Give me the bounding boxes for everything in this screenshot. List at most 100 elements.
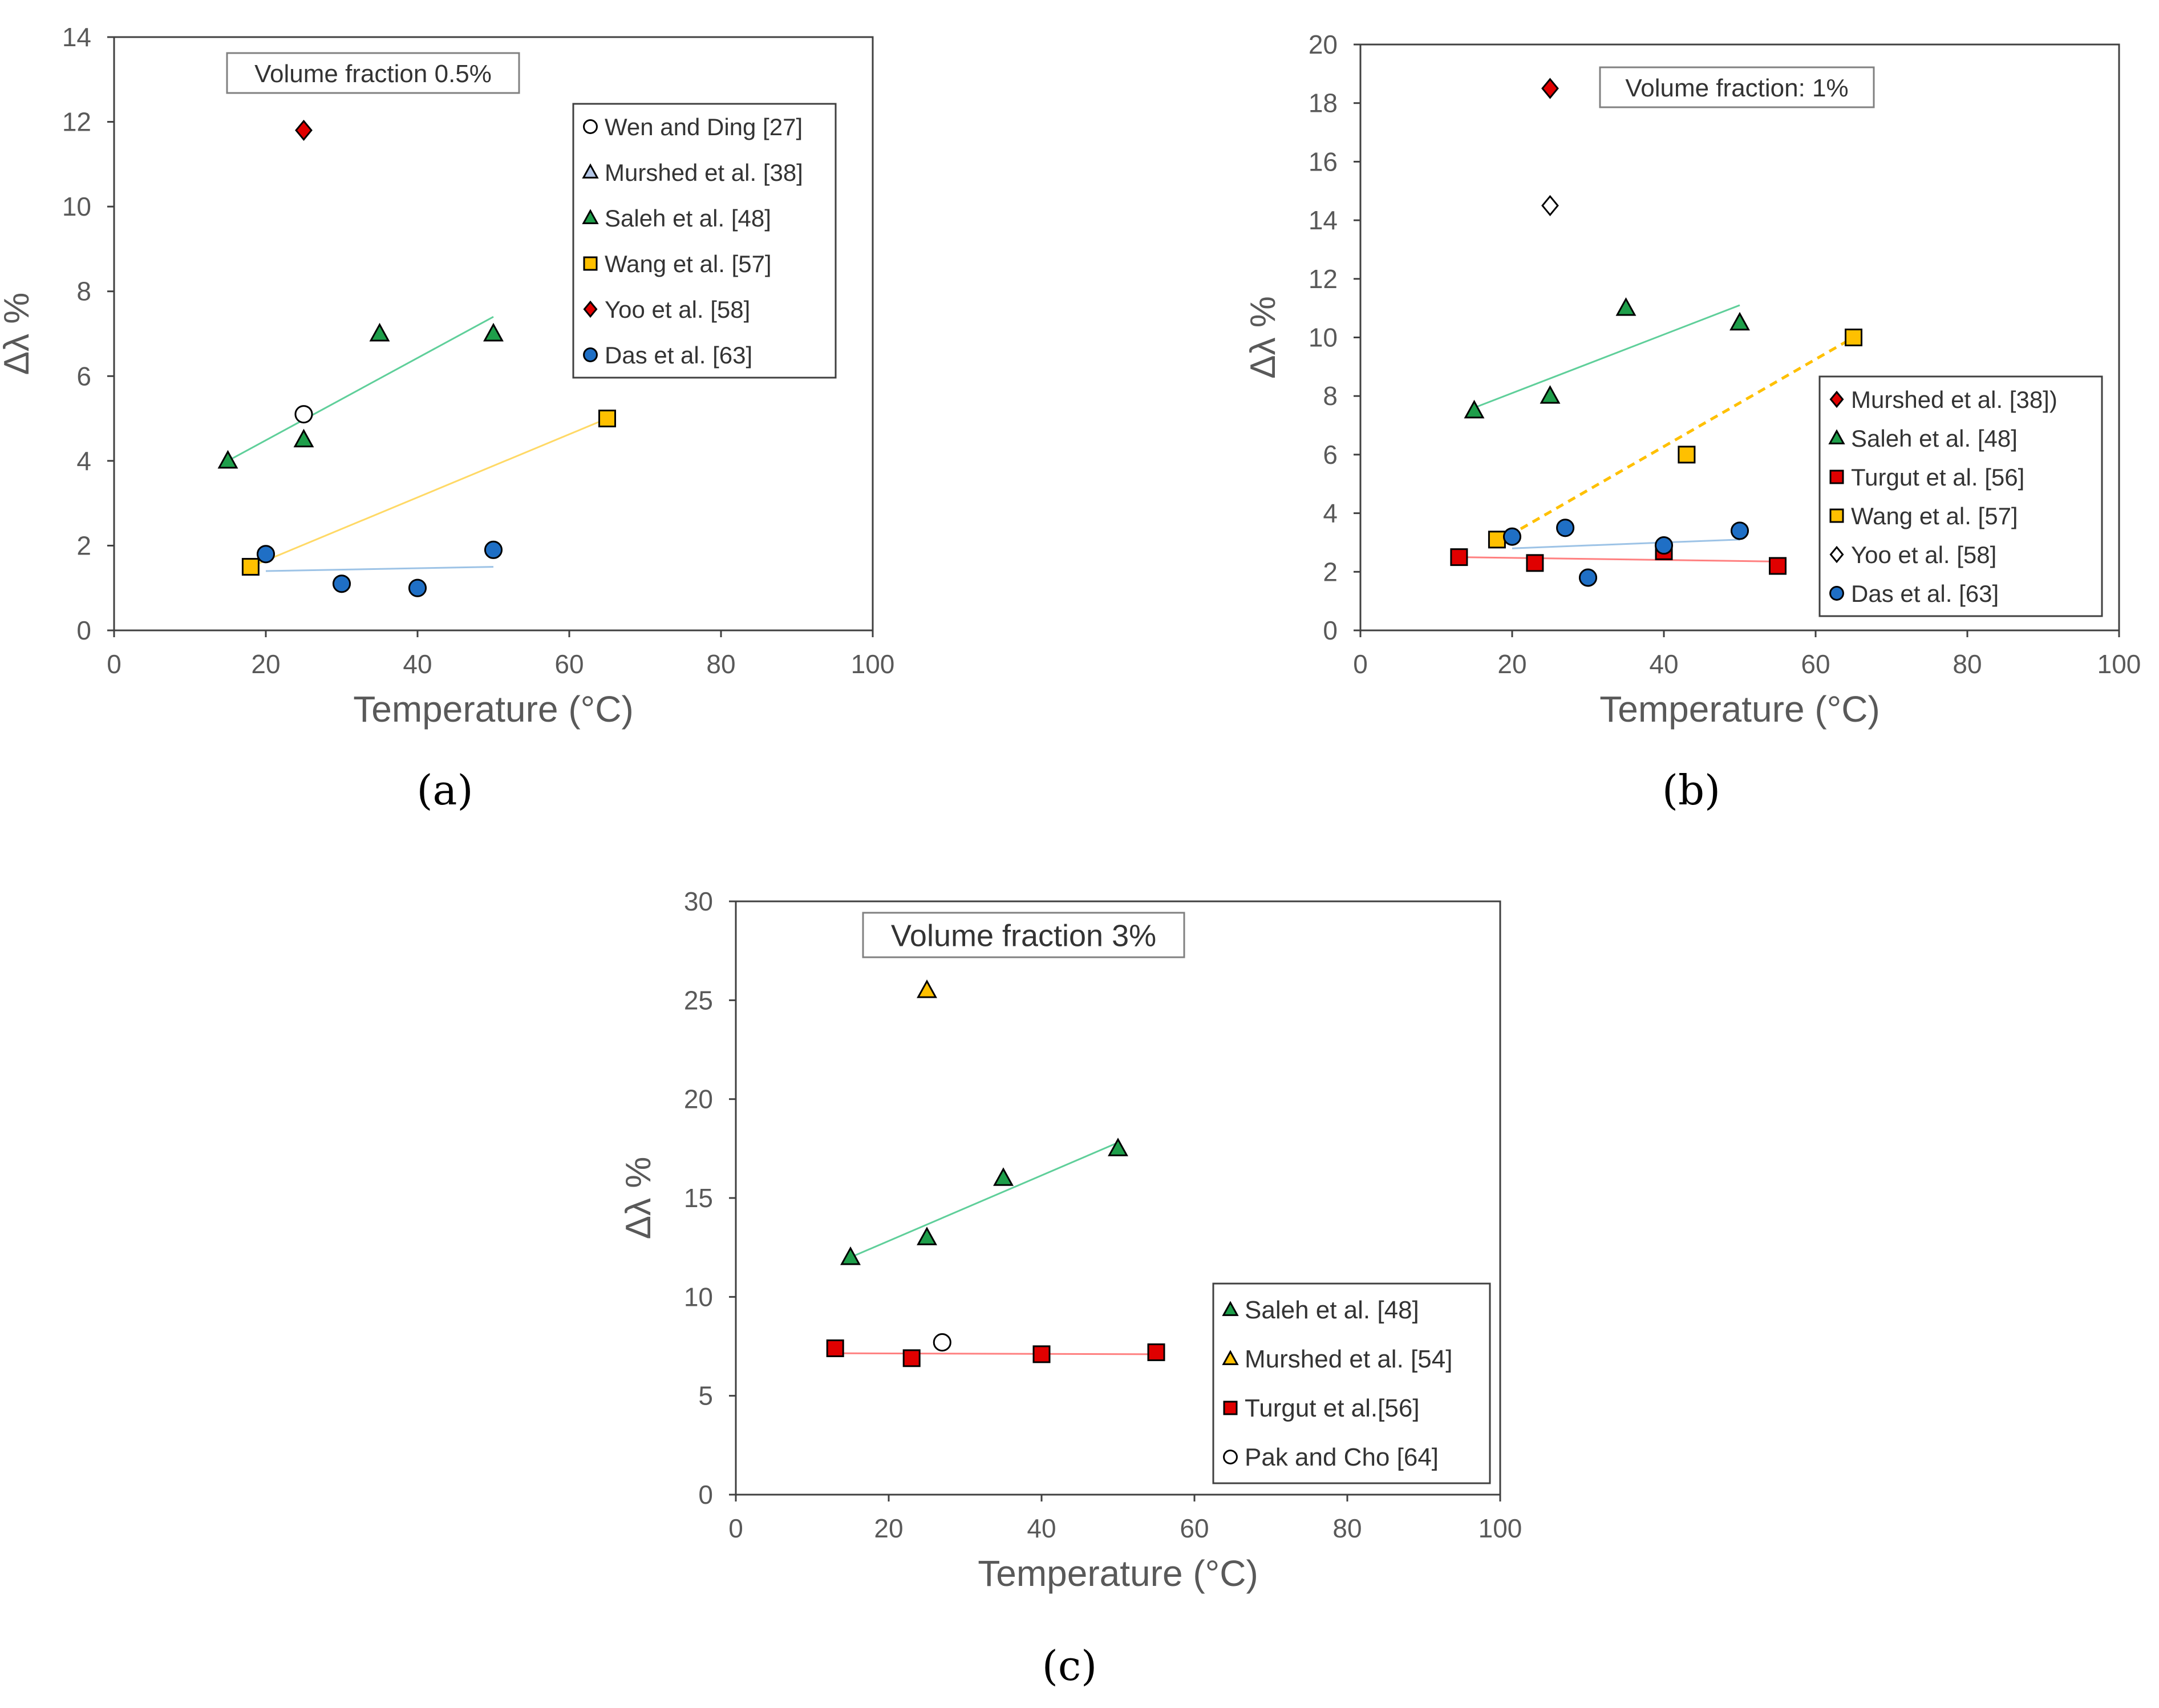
y-tick-label: 30 [684, 887, 713, 916]
pak-and-cho-64-legend-marker [1223, 1450, 1238, 1464]
wang-et-al-57-trend-line [250, 418, 608, 568]
wang-et-al-57-trend-line [1496, 336, 1854, 544]
x-axis-label: Temperature (°C) [978, 1553, 1258, 1594]
turgut-et-al-56-point [1450, 548, 1468, 566]
saleh-et-al-48-point [1729, 311, 1750, 331]
turgut-et-al-56-legend-marker [1829, 470, 1844, 484]
y-tick-label: 0 [698, 1480, 713, 1509]
x-tick-label: 80 [1332, 1513, 1362, 1543]
das-et-al-63-point [256, 545, 276, 564]
saleh-et-al-48-trend-line [850, 1142, 1119, 1258]
x-tick-label: 100 [1479, 1513, 1522, 1543]
x-tick-label: 20 [251, 649, 280, 679]
das-et-al-63-trend-line [1512, 539, 1740, 549]
wen-and-ding-27-legend-marker [583, 119, 598, 134]
turgut-et-al-56-trend-line [835, 1352, 1157, 1355]
das-et-al-63-point [408, 578, 427, 597]
murshed-et-al-38-point [1541, 78, 1559, 99]
legend-entry-yoo-et-al-58: Yoo et al. [58] [1851, 541, 1996, 568]
y-tick-label: 4 [1323, 499, 1338, 528]
saleh-et-al-48-point [917, 1227, 937, 1245]
y-tick-label: 5 [698, 1381, 713, 1411]
murshed-et-al-54-point [917, 979, 937, 998]
saleh-et-al-48-point [1540, 385, 1561, 404]
saleh-et-al-48-point [483, 322, 504, 342]
chart-panel-a: 0 20 40 60 80 100 0 2 4 6 8 10 12 14 Volume fraction … [0, 22, 894, 814]
panel-caption: (c) [1042, 1642, 1097, 1690]
turgut-et-al-56-point [1032, 1345, 1051, 1363]
legend-entry-murshed-et-al-54: Murshed et al. [54] [1245, 1345, 1452, 1373]
legend: Saleh et al. [48] Murshed et al. [54] Turg… [1212, 1282, 1491, 1484]
legend-entry-pak-and-cho-64: Pak and Cho [64] [1245, 1443, 1439, 1471]
x-tick-label: 0 [1353, 649, 1368, 679]
wang-et-al-57-point [241, 558, 260, 576]
x-tick-label: 0 [107, 649, 121, 679]
saleh-et-al-48-trend-line [227, 315, 494, 462]
das-et-al-63-point [332, 574, 351, 593]
x-axis-label: Temperature (°C) [353, 689, 634, 730]
y-tick-label: 2 [1323, 557, 1338, 586]
x-tick-label: 20 [1497, 649, 1526, 679]
saleh-et-al-48-point [1464, 399, 1485, 419]
das-et-al-63-point [1654, 536, 1674, 555]
yoo-et-al-58-point [295, 119, 313, 141]
chart-title-box [1599, 66, 1875, 108]
legend-entry-turgut-et-al-56: Turgut et al. [56] [1851, 464, 2024, 491]
x-tick-label: 60 [1180, 1513, 1209, 1543]
saleh-et-al-48-point [1615, 297, 1637, 316]
pak-and-cho-64-point [933, 1333, 951, 1352]
wang-et-al-57-legend-marker [1829, 508, 1844, 523]
legend: Wen and Ding [27] Murshed et al. [38] Sale… [572, 103, 837, 379]
turgut-et-al-56-trend-line [1459, 556, 1778, 562]
y-tick-label: 12 [1309, 264, 1338, 294]
legend-entry-saleh-et-al-48: Saleh et al. [48] [605, 205, 771, 232]
wang-et-al-57-point [1845, 329, 1862, 346]
das-et-al-63-legend-marker [1829, 586, 1844, 601]
wen-and-ding-27-point [294, 405, 313, 424]
y-tick-label: 6 [1323, 440, 1338, 470]
y-tick-label: 6 [76, 361, 91, 391]
turgut-et-al-56-point [1769, 557, 1787, 575]
x-tick-label: 40 [1649, 649, 1678, 679]
das-et-al-63-legend-marker [583, 347, 598, 362]
y-axis-label: Δλ % [0, 293, 37, 375]
das-et-al-63-point [1578, 568, 1598, 587]
y-tick-label: 14 [62, 22, 91, 52]
wang-et-al-57-legend-marker [583, 256, 598, 271]
x-tick-label: 0 [728, 1513, 743, 1543]
murshed-et-al-54-legend-marker [1222, 1350, 1239, 1365]
y-tick-label: 10 [1309, 323, 1338, 353]
y-tick-label: 8 [1323, 381, 1338, 411]
wang-et-al-57-point [1678, 446, 1696, 464]
legend-box [572, 103, 837, 379]
legend-entry-wen-and-ding-27: Wen and Ding [27] [605, 114, 803, 140]
y-tick-label: 4 [76, 446, 91, 476]
y-tick-label: 10 [62, 192, 91, 221]
y-tick-label: 25 [684, 985, 713, 1015]
x-tick-label: 80 [1953, 649, 1982, 679]
legend-entry-saleh-et-al-48: Saleh et al. [48] [1851, 425, 2018, 452]
y-tick-label: 16 [1309, 147, 1338, 176]
chart-title-box [226, 52, 520, 94]
saleh-et-al-48-legend-marker [582, 209, 599, 224]
y-tick-label: 20 [684, 1084, 713, 1114]
y-tick-label: 0 [76, 616, 91, 645]
x-tick-label: 60 [554, 649, 584, 679]
y-tick-label: 8 [76, 277, 91, 306]
panel-caption: (a) [416, 766, 473, 814]
y-tick-label: 10 [684, 1282, 713, 1312]
yoo-et-al-58-legend-marker [1829, 545, 1844, 564]
x-tick-label: 40 [403, 649, 432, 679]
x-tick-label: 60 [1801, 649, 1830, 679]
saleh-et-al-48-point [293, 428, 314, 448]
chart-panel-b: 0 20 40 60 80 100 0 2 4 6 8 10 12 14 16 18 20 Volume fra… [1243, 30, 2141, 814]
legend: Murshed et al. [38]) Saleh et al. [48] Tur… [1818, 375, 2103, 617]
legend-entry-saleh-et-al-48: Saleh et al. [48] [1245, 1296, 1419, 1324]
chart-title: Volume fraction: 1% [1625, 74, 1848, 102]
legend-entry-wang-et-al-57: Wang et al. [57] [1851, 503, 2018, 529]
saleh-et-al-48-legend-marker [1222, 1301, 1239, 1316]
y-tick-label: 15 [684, 1183, 713, 1213]
legend-box [1818, 375, 2103, 617]
x-axis-label: Temperature (°C) [1599, 689, 1880, 730]
